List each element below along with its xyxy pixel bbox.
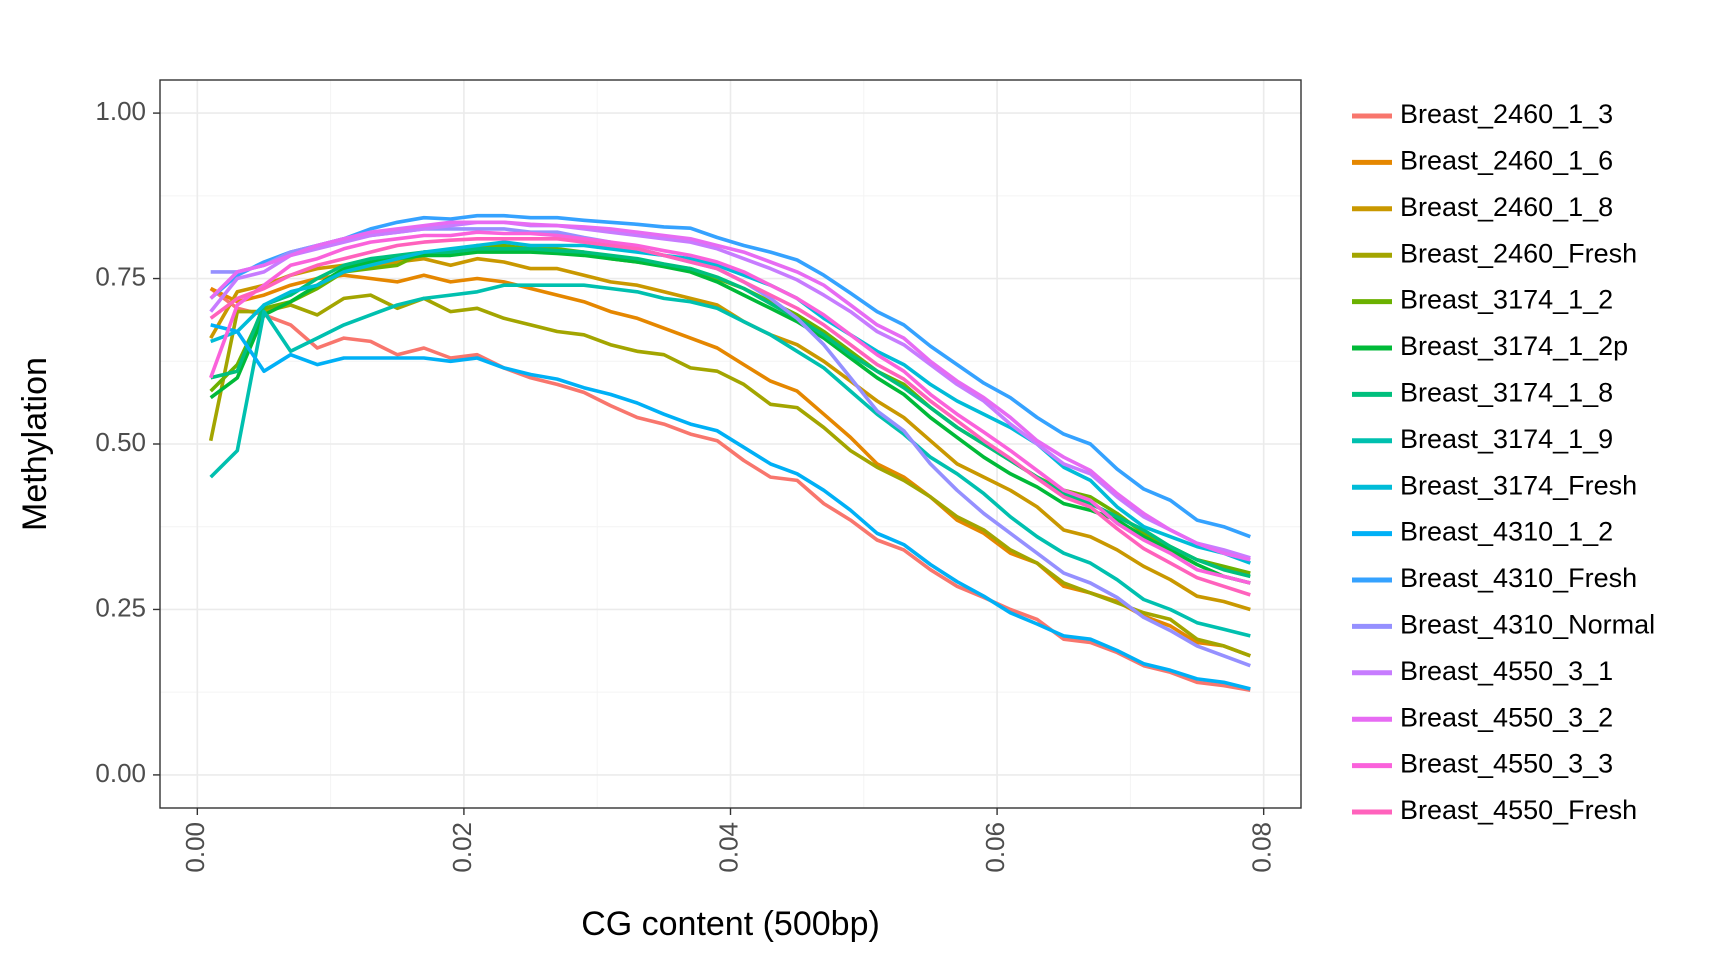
x-tick-label: 0.06 [980,822,1010,873]
legend-item: Breast_4550_3_1 [1352,656,1613,686]
y-tick-label: 0.25 [95,592,146,622]
y-tick-label: 0.00 [95,758,146,788]
legend-item: Breast_2460_1_8 [1352,192,1613,222]
x-tick-label: 0.02 [447,822,477,873]
series-line-breast-2460-1-3 [209,287,1251,692]
y-axis: 0.00 0.25 0.50 0.75 1.00 [95,96,160,788]
legend-label: Breast_4550_3_1 [1400,656,1613,686]
y-tick-label: 1.00 [95,96,146,126]
legend-item: Breast_3174_1_2 [1352,285,1613,315]
legend-item: Breast_2460_1_6 [1352,146,1613,176]
legend-label: Breast_3174_1_2p [1400,331,1628,361]
series-line-breast-4310-fresh [209,213,1251,539]
series-line-breast-4550-fresh [209,237,1251,597]
series-line-breast-3174-fresh [210,240,1251,565]
legend-label: Breast_3174_Fresh [1400,470,1637,500]
series-line-breast-4550-3-3 [209,230,1251,585]
legend-item: Breast_4550_Fresh [1352,795,1637,825]
legend-item: Breast_4310_Fresh [1352,563,1637,593]
legend-label: Breast_3174_1_9 [1400,424,1613,454]
legend-label: Breast_4310_Normal [1400,610,1655,640]
legend-item: Breast_3174_1_2p [1352,331,1628,361]
legend-label: Breast_4550_3_3 [1400,749,1613,779]
legend-label: Breast_4550_3_2 [1400,702,1613,732]
legend-label: Breast_4550_Fresh [1400,795,1637,825]
x-tick-label: 0.00 [180,822,210,873]
series-line-breast-2460-fresh [208,293,1251,658]
legend-label: Breast_2460_1_3 [1400,99,1613,129]
legend-label: Breast_4310_1_2 [1400,517,1613,547]
legend-label: Breast_2460_Fresh [1400,238,1637,268]
legend-label: Breast_3174_1_2 [1400,285,1613,315]
x-axis: 0.00 0.02 0.04 0.06 0.08 [180,808,1277,873]
panel-grid [160,80,1301,808]
legend-label: Breast_2460_1_8 [1400,192,1613,222]
legend-item: Breast_2460_1_3 [1352,99,1613,129]
series-lines [208,213,1251,692]
y-tick-label: 0.50 [95,427,146,457]
legend: Breast_2460_1_3 Breast_2460_1_6 Breast_246… [1352,99,1655,825]
series-line-breast-4550-3-1 [209,220,1251,560]
legend-label: Breast_3174_1_8 [1400,378,1613,408]
series-line-breast-4550-3-2 [209,220,1251,562]
legend-label: Breast_4310_Fresh [1400,563,1637,593]
series-line-breast-4310-1-2 [210,323,1251,691]
series-line-breast-3174-1-9 [209,283,1251,638]
x-axis-title: CG content (500bp) [581,905,880,943]
y-tick-label: 0.75 [95,261,146,291]
x-tick-label: 0.04 [713,822,743,873]
legend-item: Breast_4550_3_2 [1352,702,1613,732]
legend-item: Breast_2460_Fresh [1352,238,1637,268]
series-line-breast-3174-1-8 [210,247,1251,579]
legend-item: Breast_4550_3_3 [1352,749,1613,779]
legend-item: Breast_3174_1_9 [1352,424,1613,454]
legend-item: Breast_3174_Fresh [1352,470,1637,500]
legend-item: Breast_3174_1_8 [1352,378,1613,408]
legend-item: Breast_4310_Normal [1352,610,1655,640]
y-axis-title: Methylation [16,357,54,531]
x-tick-label: 0.08 [1247,822,1277,873]
legend-item: Breast_4310_1_2 [1352,517,1613,547]
legend-label: Breast_2460_1_6 [1400,146,1613,176]
